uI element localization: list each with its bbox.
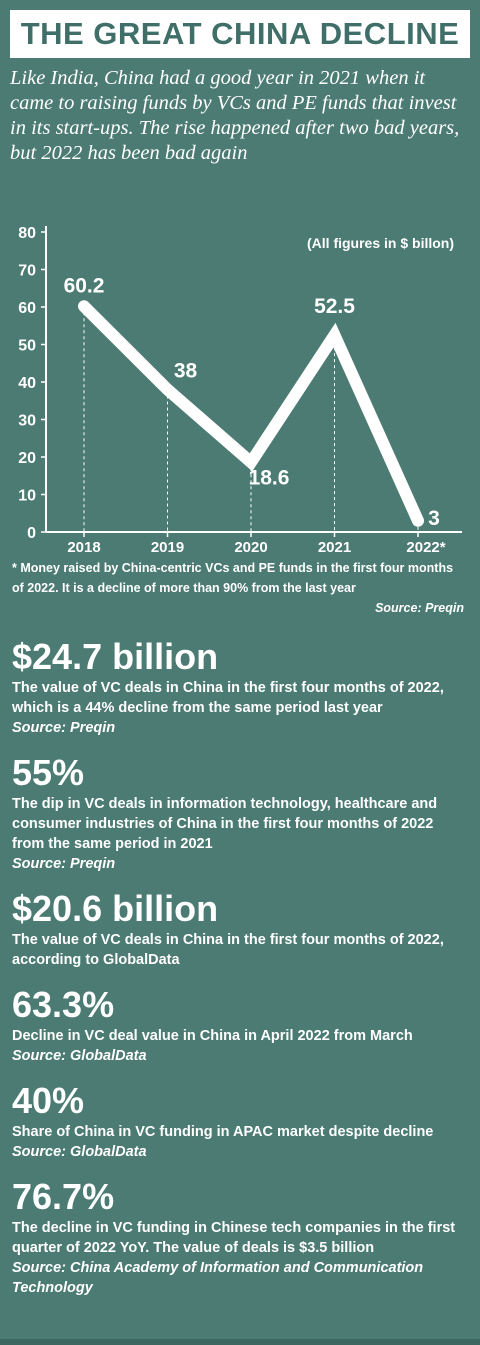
page-title: THE GREAT CHINA DECLINE — [10, 10, 470, 58]
data-point — [330, 331, 339, 340]
stat-description: Share of China in VC funding in APAC mar… — [12, 1124, 434, 1140]
stat-item: $20.6 billion The value of VC deals in C… — [12, 888, 468, 970]
data-label: 3 — [428, 507, 440, 530]
stat-value: $20.6 billion — [12, 888, 219, 929]
stat-source: Source: Preqin — [12, 856, 116, 872]
footnote-text: * Money raised by China-centric VCs and … — [12, 561, 454, 595]
stat-source: Source: China Academy of Information and… — [12, 1260, 424, 1296]
unit-note: (All figures in $ billon) — [307, 235, 454, 251]
x-tick-label: 2022* — [406, 539, 445, 556]
data-label: 38 — [174, 360, 198, 383]
x-tick-label: 2021 — [318, 539, 351, 556]
data-point — [80, 302, 88, 311]
data-label: 52.5 — [314, 295, 355, 318]
chart-footnote: * Money raised by China-centric VCs and … — [12, 558, 464, 618]
stat-description: Decline in VC deal value in China in Apr… — [12, 1028, 413, 1044]
stat-value: 76.7% — [12, 1176, 115, 1217]
y-tick-label: 70 — [18, 263, 36, 280]
x-tick-label: 2019 — [151, 539, 184, 556]
data-point — [163, 385, 172, 394]
intro-text: Like India, China had a good year in 202… — [10, 67, 460, 164]
stat-source: Source: Preqin — [12, 720, 116, 736]
stat-description: The decline in VC funding in Chinese tec… — [12, 1220, 456, 1256]
stat-description: The value of VC deals in China in the fi… — [12, 680, 444, 716]
data-label: 18.6 — [249, 466, 290, 489]
stat-description: The value of VC deals in China in the fi… — [12, 932, 444, 968]
y-tick-label: 60 — [18, 300, 36, 317]
stat-source: Source: GlobalData — [12, 1048, 147, 1064]
stats-list: $24.7 billion The value of VC deals in C… — [12, 636, 468, 1312]
stat-item: 55% The dip in VC deals in information t… — [12, 752, 468, 874]
footnote-source: Source: Preqin — [375, 601, 464, 615]
x-tick-label: 2020 — [234, 539, 267, 556]
y-tick-label: 30 — [18, 413, 36, 430]
bottom-rule — [0, 1339, 480, 1345]
stat-item: 63.3% Decline in VC deal value in China … — [12, 984, 468, 1066]
stat-source: Source: GlobalData — [12, 1144, 147, 1160]
stat-value: 63.3% — [12, 984, 115, 1025]
stat-item: 40% Share of China in VC funding in APAC… — [12, 1080, 468, 1162]
stat-item: 76.7% The decline in VC funding in Chine… — [12, 1176, 468, 1298]
stat-value: $24.7 billion — [12, 636, 219, 677]
y-tick-label: 50 — [18, 338, 36, 355]
data-point — [414, 516, 422, 525]
stat-value: 55% — [12, 752, 85, 793]
data-point — [247, 458, 255, 467]
stat-value: 40% — [12, 1080, 85, 1121]
y-tick-label: 10 — [18, 488, 36, 505]
y-tick-label: 40 — [18, 375, 36, 392]
y-tick-label: 0 — [27, 525, 36, 542]
line-chart: 0 10 20 30 40 50 60 70 80 (All figures in $ billo… — [18, 225, 462, 556]
x-tick-label: 2018 — [67, 539, 100, 556]
data-label: 60.2 — [64, 274, 105, 297]
y-tick-label: 20 — [18, 450, 36, 467]
y-tick-label: 80 — [18, 225, 36, 242]
stat-item: $24.7 billion The value of VC deals in C… — [12, 636, 468, 738]
stat-description: The dip in VC deals in information techn… — [12, 796, 438, 852]
